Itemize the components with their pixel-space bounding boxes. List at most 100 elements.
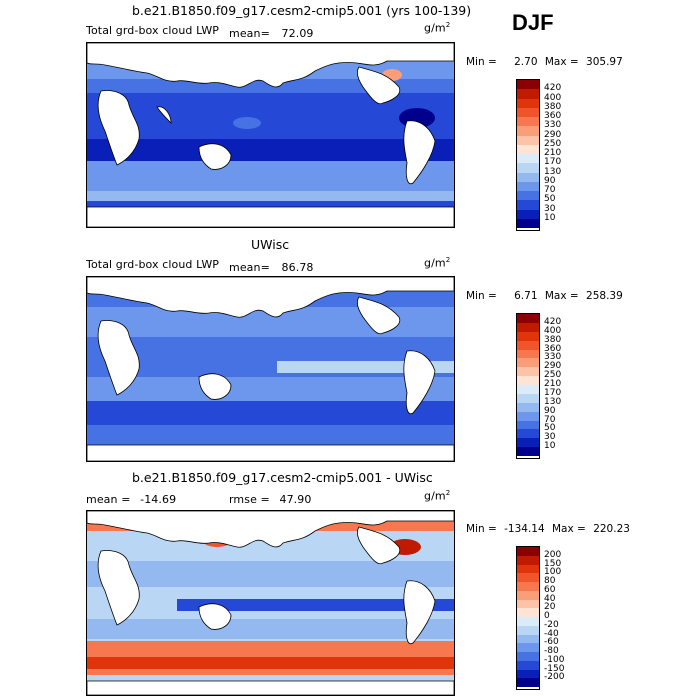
panel1-mean-label: mean= bbox=[229, 27, 270, 40]
panel2-colorbar-swatch bbox=[517, 376, 539, 385]
panel3-colorbar-swatch bbox=[517, 625, 539, 635]
panel1-colorbar-swatch bbox=[517, 154, 539, 164]
panel3-band-south bbox=[87, 619, 454, 639]
panel2-colorbar-swatch bbox=[517, 393, 539, 403]
panel2-colorbar-swatch bbox=[517, 438, 539, 448]
panel2-colorbar-tick-label: 10 bbox=[544, 441, 556, 452]
panel1-units: g/m2 bbox=[424, 21, 451, 35]
panel3-rmse: rmse = 47.90 bbox=[229, 493, 311, 506]
panel1-colorbar-tick-label: 250 bbox=[544, 138, 562, 149]
panel2-colorbar-tick-label: 380 bbox=[544, 334, 562, 345]
panel2-colorbar-swatch bbox=[517, 367, 539, 377]
panel3-colorbar-swatch bbox=[517, 582, 539, 591]
panel2-colorbar-tick-label: 50 bbox=[544, 423, 556, 434]
panel2-colorbar-tick-label: 360 bbox=[544, 343, 562, 354]
panel2-min-label: Min = bbox=[466, 290, 497, 302]
panel1-colorbar-swatch bbox=[517, 126, 539, 136]
panel1-colorbar-tick-label: 170 bbox=[544, 157, 562, 168]
panel1-colorbar-tick-label: 360 bbox=[544, 111, 562, 121]
panel2-colorbar-tick-label: 400 bbox=[544, 325, 562, 336]
panel3-title: b.e21.B1850.f09_g17.cesm2-cmip5.001 - UW… bbox=[132, 470, 433, 485]
panel1-colorbar-tick-label: 90 bbox=[544, 175, 556, 186]
panel1-colorbar-swatch bbox=[517, 98, 539, 108]
panel2-max-label: Max = bbox=[544, 290, 579, 302]
panel1-colorbar-tick-label: 10 bbox=[544, 212, 556, 223]
panel1-colorbar-tick-label: 70 bbox=[544, 185, 556, 195]
panel3-colorbar-swatch bbox=[517, 608, 539, 617]
panel1-band-polar bbox=[87, 191, 454, 201]
panel2-colorbar-swatch bbox=[517, 314, 539, 323]
panel1-colorbar-swatch bbox=[517, 200, 539, 210]
panel2-band-southern-ocean bbox=[87, 401, 454, 425]
panel3-band-subtropic bbox=[87, 561, 454, 587]
panel2-colorbar-swatch bbox=[517, 447, 539, 456]
panel3-colorbar-swatch bbox=[517, 652, 539, 661]
panel1-colorbar-tick-label: 330 bbox=[544, 120, 562, 131]
panel1-land bbox=[87, 43, 454, 227]
panel3-colorbar-swatch bbox=[517, 590, 539, 600]
panel3-colorbar-tick-label: -80 bbox=[544, 646, 559, 656]
panel3-map bbox=[86, 510, 455, 696]
panel2-variable-label: Total grd-box cloud LWP bbox=[86, 258, 220, 271]
panel3-units: g/m2 bbox=[424, 489, 451, 503]
panel3-colorbar-swatch bbox=[517, 599, 539, 609]
panel2-colorbar-tick-label: 210 bbox=[544, 379, 562, 389]
panel2-colorbar-swatch bbox=[517, 385, 539, 394]
panel1-map bbox=[86, 42, 455, 228]
panel3-colorbar-swatch bbox=[517, 643, 539, 652]
panel3-land bbox=[87, 511, 454, 695]
panel2-colorbar-swatch bbox=[517, 358, 539, 368]
panel1-colorbar-tick-label: 290 bbox=[544, 129, 562, 140]
panel3-minmax: Min = -134.14 Max = 220.23 bbox=[466, 523, 630, 535]
panel1-colorbar-swatch bbox=[517, 80, 539, 90]
panel3-mean-value: -14.69 bbox=[140, 493, 177, 506]
panel3-colorbar-tick-label: 80 bbox=[544, 576, 556, 586]
panel3-colorbar-swatch bbox=[517, 669, 539, 679]
panel2-max-value: 258.39 bbox=[586, 290, 623, 302]
panel1-patch-indian bbox=[233, 117, 261, 129]
panel1-variable-label: Total grd-box cloud LWP bbox=[86, 24, 220, 37]
panel2-colorbar-tick-label: 420 bbox=[544, 316, 562, 327]
panel3-colorbar-tick-label: 40 bbox=[544, 593, 556, 604]
panel2-min-value: 6.71 bbox=[514, 290, 538, 302]
panel1-min-label: Min = bbox=[466, 56, 497, 68]
panel2-colorbar-swatch bbox=[517, 420, 539, 430]
panel2-colorbar-tick-label: 330 bbox=[544, 352, 562, 363]
panel2-colorbar-swatch bbox=[517, 429, 539, 439]
panel3-colorbar-swatch bbox=[517, 634, 539, 644]
panel1-map-svg bbox=[87, 43, 454, 227]
panel2-land bbox=[87, 277, 454, 461]
panel2-map bbox=[86, 276, 455, 462]
panel1-minmax: Min = 2.70 Max = 305.97 bbox=[466, 56, 623, 68]
panel2-colorbar-tick-label: 250 bbox=[544, 370, 562, 381]
panel3-colorbar-swatch bbox=[517, 660, 539, 670]
panel3-colorbar-tick-label: 0 bbox=[544, 611, 550, 621]
panel3-colorbar-tick-label: -200 bbox=[544, 672, 565, 683]
panel1-colorbar bbox=[516, 79, 540, 231]
panel1-mean-value: 72.09 bbox=[281, 27, 314, 40]
panel1-colorbar-tick-label: 50 bbox=[544, 194, 556, 205]
panel3-max-value: 220.23 bbox=[593, 523, 630, 535]
panel2-colorbar-swatch bbox=[517, 411, 539, 421]
panel1-colorbar-swatch bbox=[517, 163, 539, 173]
panel1-colorbar-swatch bbox=[517, 191, 539, 201]
panel3-colorbar-tick-label: -150 bbox=[544, 663, 565, 674]
panel2-colorbar-swatch bbox=[517, 349, 539, 359]
panel2-colorbar bbox=[516, 313, 540, 459]
panel3-rmse-label: rmse = bbox=[229, 493, 270, 506]
panel3-max-label: Max = bbox=[552, 523, 586, 535]
panel1-colorbar-tick-label: 30 bbox=[544, 203, 556, 214]
panel2-colorbar-tick-label: 130 bbox=[544, 396, 562, 407]
panel3-colorbar-tick-label: 200 bbox=[544, 549, 562, 560]
panel3-colorbar-tick-label: 100 bbox=[544, 567, 562, 578]
panel2-colorbar-tick-label: 170 bbox=[544, 387, 562, 398]
panel2-mean-value: 86.78 bbox=[281, 261, 314, 274]
panel3-colorbar-tick-label: 20 bbox=[544, 602, 556, 613]
season-label: DJF bbox=[512, 10, 554, 35]
panel2-minmax: Min = 6.71 Max = 258.39 bbox=[466, 290, 623, 302]
panel3-colorbar-tick-label: -100 bbox=[544, 654, 565, 665]
panel1-max-label: Max = bbox=[544, 56, 579, 68]
panel1-colorbar-swatch bbox=[517, 172, 539, 182]
panel3-colorbar-tick-label: -20 bbox=[544, 619, 559, 630]
panel3-colorbar-tick-label: 60 bbox=[544, 584, 556, 595]
